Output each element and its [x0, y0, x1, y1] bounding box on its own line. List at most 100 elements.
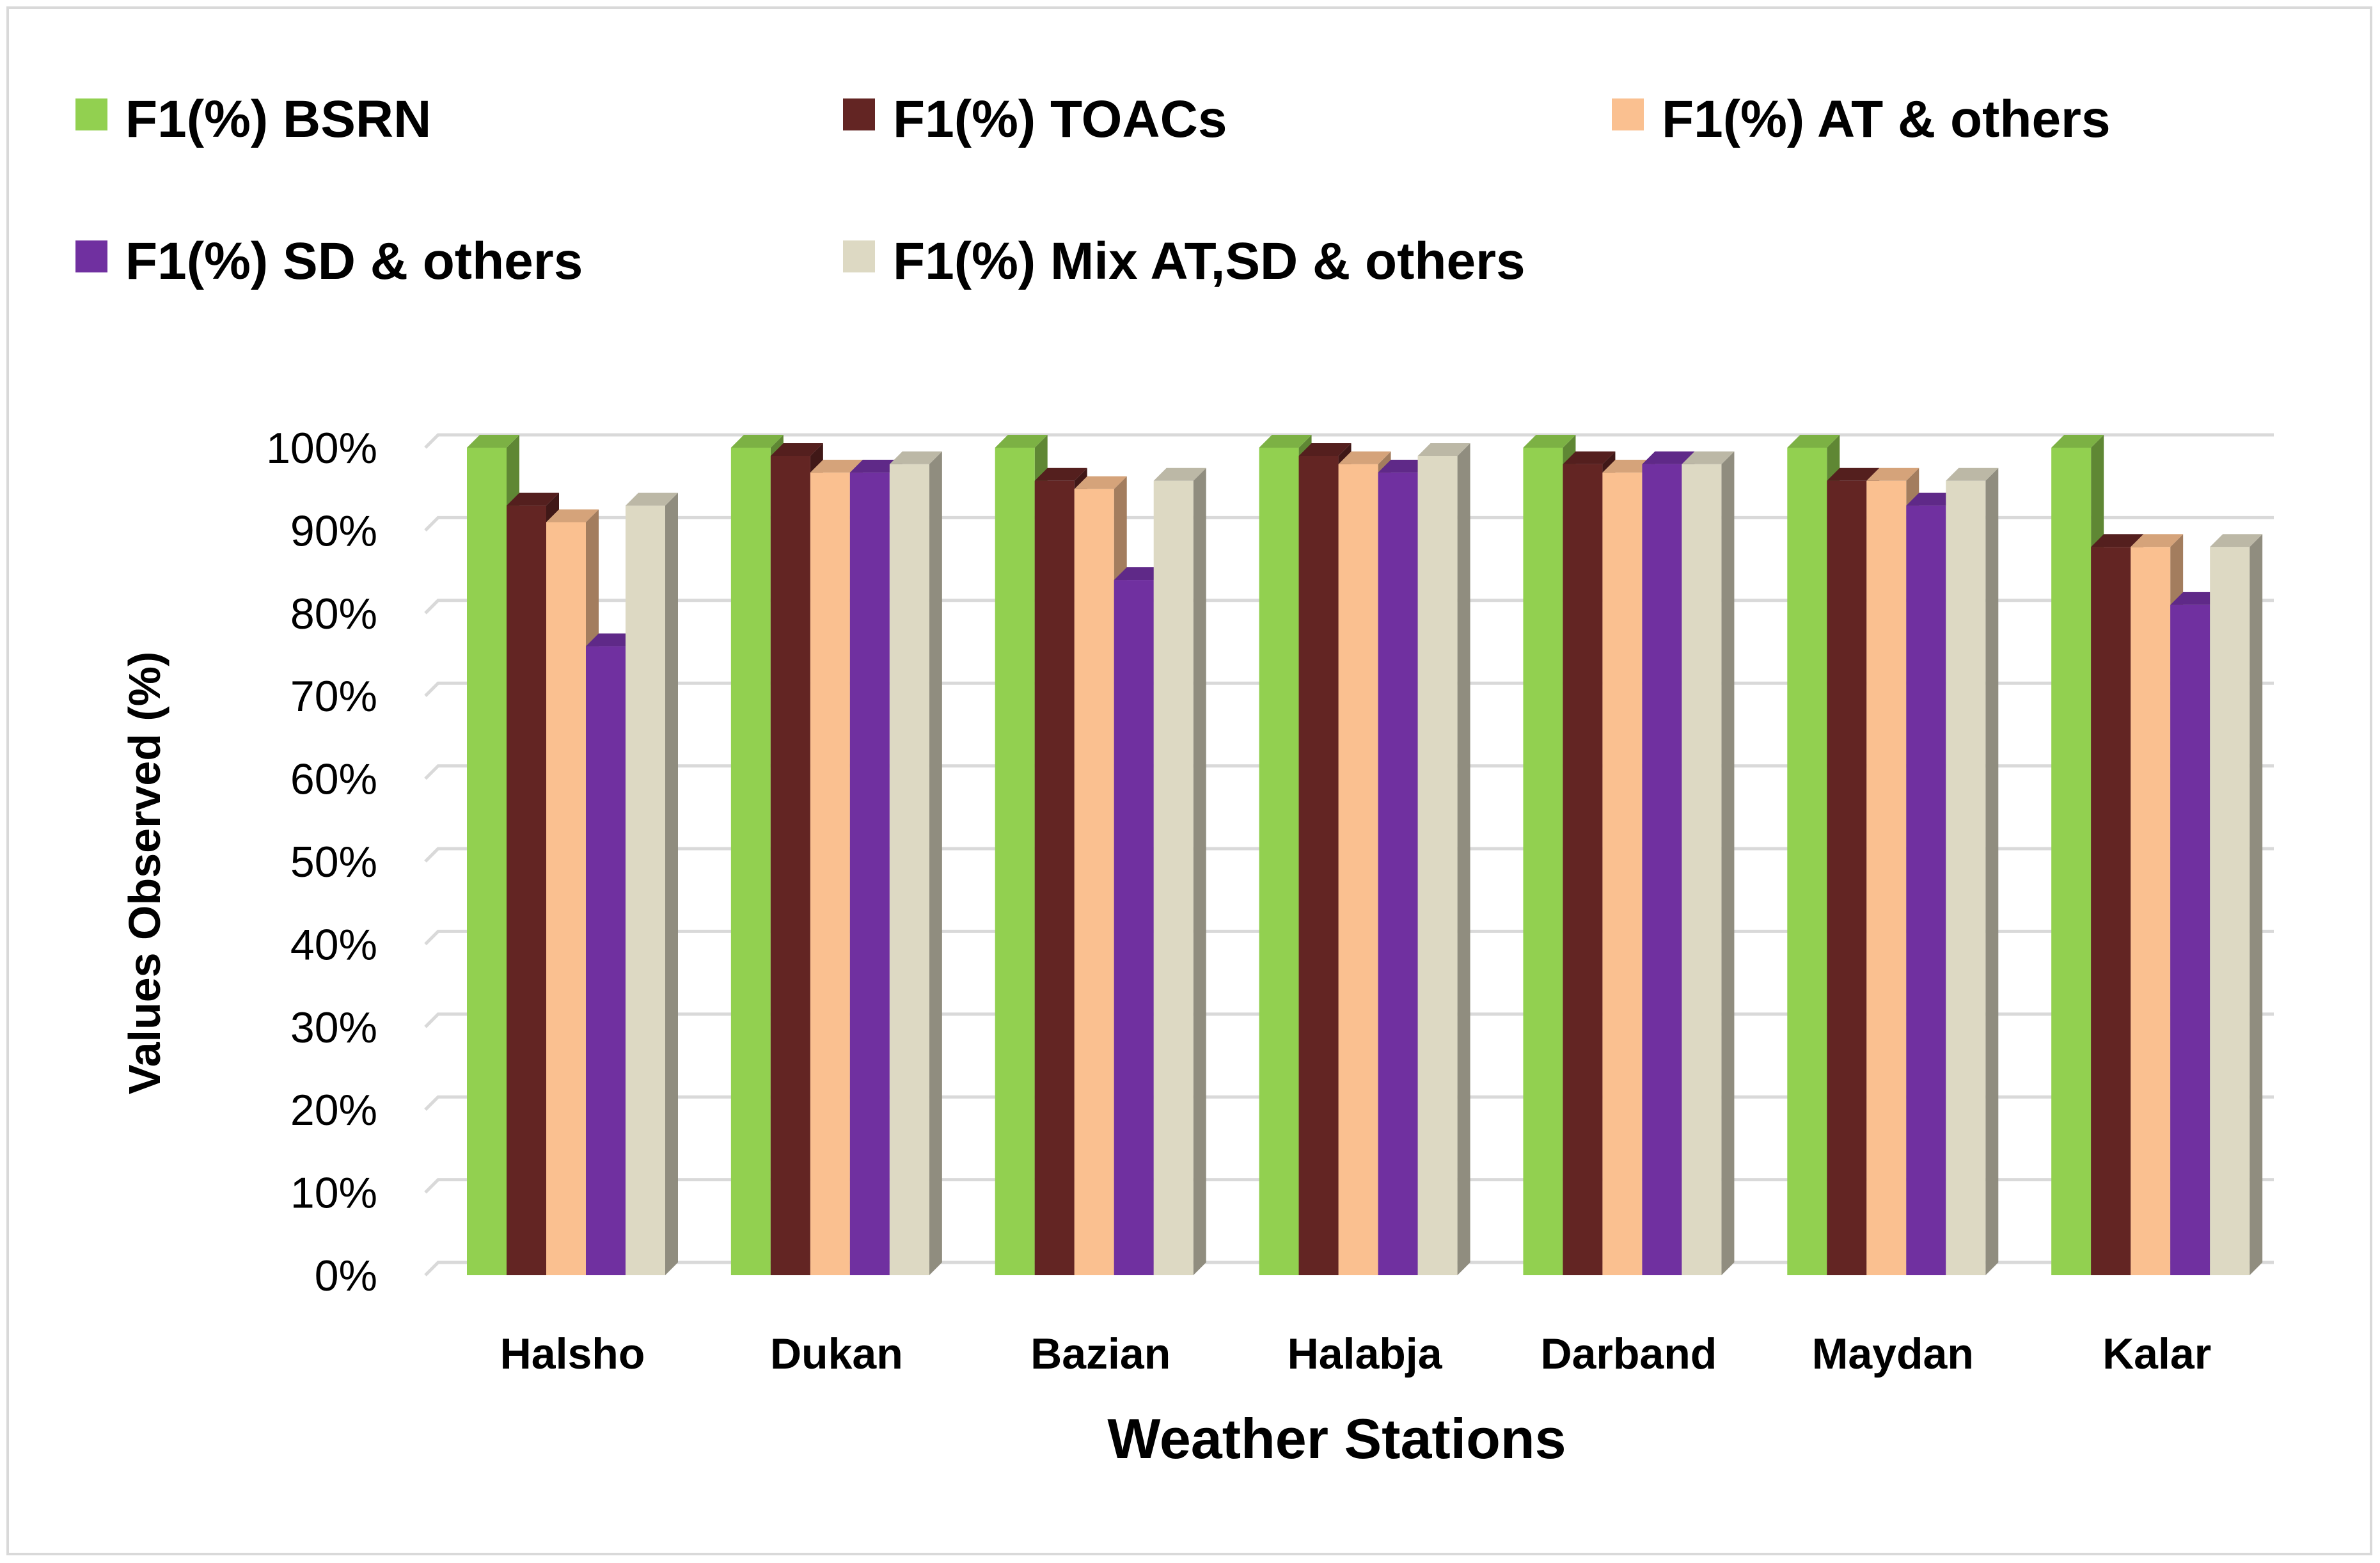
- x-tick-label: Dukan: [770, 1330, 903, 1378]
- bar-top: [1602, 459, 1655, 473]
- legend-label: F1(%) SD & others: [125, 232, 583, 290]
- bar-front: [810, 472, 850, 1275]
- bar-front: [1602, 472, 1643, 1275]
- bar-front: [2051, 448, 2092, 1275]
- y-tick-label: 50%: [290, 838, 377, 886]
- y-tick-label: 30%: [290, 1003, 377, 1052]
- bar-top: [1827, 467, 1880, 481]
- bar-top: [1417, 443, 1470, 456]
- bar-top: [770, 443, 823, 456]
- bar-front: [2131, 547, 2171, 1275]
- bar-top: [2091, 534, 2144, 547]
- x-tick-label: Halsho: [500, 1330, 645, 1378]
- y-tick-label: 40%: [290, 920, 377, 969]
- bar-top: [586, 633, 638, 647]
- bar-top: [546, 509, 599, 522]
- x-tick-label: Kalar: [2102, 1330, 2211, 1378]
- bar-top: [2210, 534, 2263, 547]
- x-tick-label: Halabja: [1288, 1330, 1443, 1378]
- bar-front: [1642, 464, 1682, 1275]
- bar: [626, 492, 678, 1275]
- bar: [2210, 534, 2263, 1275]
- bar-top: [889, 451, 942, 464]
- bar-front: [467, 448, 507, 1275]
- gridline: [424, 433, 2274, 449]
- bar-front: [1787, 448, 1827, 1275]
- bar: [1153, 467, 1206, 1275]
- bar: [889, 451, 942, 1275]
- bar-front: [1259, 448, 1299, 1275]
- bar-top: [467, 435, 519, 448]
- legend-swatch: [75, 240, 107, 272]
- bar-front: [1523, 448, 1563, 1275]
- bar-top: [730, 435, 784, 448]
- bar-side: [1985, 467, 1999, 1275]
- bar-front: [1114, 580, 1154, 1275]
- bar-top: [1378, 459, 1431, 473]
- bar-front: [1827, 480, 1867, 1275]
- bar-front: [1298, 455, 1339, 1276]
- bar-top: [1787, 435, 1840, 448]
- bar: [1417, 443, 1470, 1276]
- bar-front: [770, 455, 810, 1276]
- bar-front: [995, 448, 1035, 1275]
- bar-front: [626, 505, 665, 1275]
- bar: [1682, 451, 1735, 1275]
- bar-top: [2131, 534, 2184, 547]
- bar-top: [1642, 451, 1695, 464]
- legend-item: F1(%) TOACs: [843, 90, 1227, 148]
- legend-swatch: [843, 240, 875, 272]
- bar: [1946, 467, 1999, 1275]
- x-tick-label: Maydan: [1812, 1330, 1974, 1378]
- bar-front: [507, 505, 546, 1275]
- y-tick-label: 20%: [290, 1086, 377, 1135]
- bar-front: [849, 472, 890, 1275]
- bar-top: [1946, 467, 1999, 481]
- bar-side: [1193, 467, 1206, 1275]
- bar-front: [1866, 480, 1907, 1275]
- bar-top: [1338, 451, 1391, 464]
- bar-front: [1906, 505, 1946, 1275]
- y-tick-label: 70%: [290, 672, 377, 721]
- bar-top: [1523, 435, 1576, 448]
- y-tick-label: 80%: [290, 590, 377, 638]
- x-axis-category-labels: Halsho Dukan Bazian Halabja Darband Maydan Kal…: [500, 1330, 2212, 1378]
- bar-top: [2170, 592, 2223, 605]
- y-axis-title: Values Observed (%): [120, 652, 169, 1095]
- bar-front: [586, 646, 626, 1275]
- bar-top: [1682, 451, 1735, 464]
- bar-top: [995, 435, 1048, 448]
- bar-top: [849, 459, 902, 473]
- bar-top: [810, 459, 863, 473]
- bar-top: [1563, 451, 1616, 464]
- bar-front: [889, 464, 929, 1275]
- bar-side: [2250, 534, 2263, 1275]
- y-tick-label: 60%: [290, 755, 377, 804]
- bar-top: [507, 492, 559, 506]
- bar-front: [546, 522, 586, 1276]
- bar-top: [2051, 435, 2104, 448]
- y-tick-label: 100%: [266, 424, 377, 473]
- bar-front: [1378, 472, 1418, 1275]
- y-axis-tick-labels: 0% 10% 20% 30% 40% 50% 60% 70% 80% 90% 100%: [266, 424, 377, 1300]
- x-tick-label: Bazian: [1030, 1330, 1170, 1378]
- legend-item: F1(%) AT & others: [1612, 90, 2111, 148]
- x-axis-title: Weather Stations: [1107, 1407, 1566, 1470]
- bar-front: [1338, 464, 1378, 1275]
- legend-swatch: [843, 98, 875, 130]
- bar-side: [929, 451, 942, 1275]
- bar-side: [1457, 443, 1470, 1276]
- bar-front: [1682, 464, 1722, 1275]
- bar-top: [1866, 467, 1919, 481]
- bar-top: [1034, 467, 1087, 481]
- bar-front: [1563, 464, 1603, 1275]
- bar-top: [1906, 492, 1959, 506]
- bar-front: [1946, 480, 1986, 1275]
- bar-top: [1114, 567, 1167, 581]
- x-tick-label: Darband: [1541, 1330, 1717, 1378]
- bar-front: [1074, 489, 1114, 1276]
- y-tick-label: 10%: [290, 1169, 377, 1218]
- bar-front: [1153, 480, 1194, 1275]
- legend-swatch: [1612, 98, 1644, 130]
